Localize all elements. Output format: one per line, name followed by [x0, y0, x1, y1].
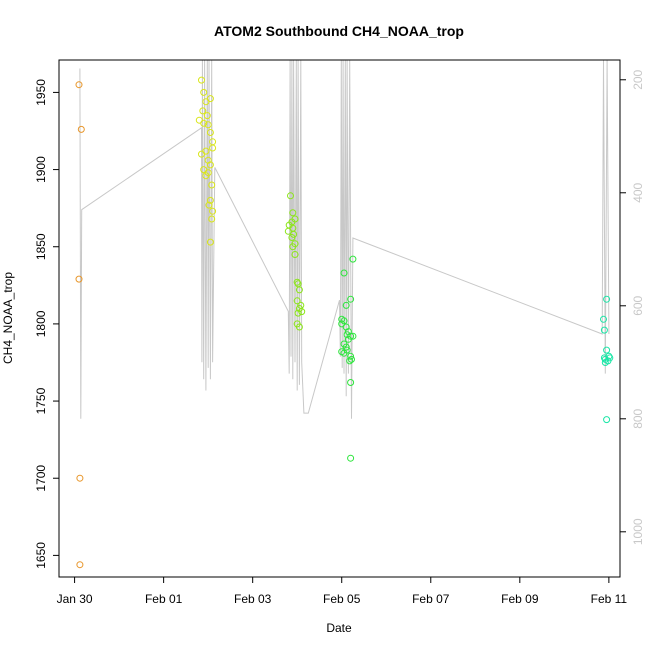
data-point — [601, 359, 609, 366]
data-point — [284, 227, 292, 235]
data-point — [295, 323, 303, 331]
x-axis-tick-label: Feb 03 — [234, 592, 272, 606]
data-point — [206, 161, 214, 169]
data-point — [198, 76, 205, 84]
data-point — [603, 346, 611, 354]
data-point — [203, 112, 211, 120]
data-point — [208, 181, 216, 189]
data-point — [288, 234, 296, 241]
y-axis-tick-label: 1650 — [34, 542, 48, 569]
data-point — [347, 295, 355, 303]
data-point — [206, 238, 214, 246]
x-axis-tick-label: Jan 30 — [57, 592, 93, 606]
plot-frame — [58, 59, 621, 578]
data-point — [603, 295, 611, 303]
x-axis-tick-label: Feb 05 — [323, 592, 361, 606]
y2-axis-tick-label: 400 — [631, 182, 645, 202]
y-axis-tick-label: 1950 — [34, 79, 48, 106]
data-point — [75, 275, 83, 283]
data-point — [200, 88, 208, 96]
data-point — [202, 172, 210, 180]
chart-title: ATOM2 Southbound CH4_NOAA_trop — [214, 23, 464, 39]
data-point — [199, 107, 207, 115]
data-point — [343, 346, 351, 354]
data-point — [603, 416, 611, 424]
y-axis-tick-label: 1700 — [34, 465, 48, 492]
y-axis-tick-label: 1750 — [34, 387, 48, 414]
y-axis-tick-label: 1900 — [34, 156, 48, 183]
data-point — [209, 207, 217, 215]
data-point — [347, 379, 355, 386]
data-point — [289, 243, 297, 251]
data-point — [348, 355, 355, 363]
x-axis-tick-label: Feb 07 — [412, 592, 450, 606]
data-point — [289, 209, 297, 217]
data-point — [340, 269, 348, 277]
data-point — [206, 95, 214, 103]
x-axis-tick-label: Feb 11 — [591, 592, 628, 606]
data-point — [298, 308, 306, 316]
y-axis-label: CH4_NOAA_trop — [1, 272, 15, 364]
data-point — [344, 335, 352, 343]
data-point — [347, 352, 355, 360]
y2-axis-tick-label: 1000 — [631, 518, 645, 545]
data-point — [342, 343, 350, 351]
y-axis-tick-label: 1800 — [34, 310, 48, 337]
y2-axis-tick-label: 200 — [631, 69, 645, 89]
x-axis-tick-label: Feb 09 — [501, 592, 539, 606]
data-point — [206, 196, 214, 204]
data-point — [291, 215, 299, 223]
data-point — [342, 301, 350, 309]
altitude-profile-line — [79, 59, 610, 419]
data-point — [291, 251, 299, 258]
data-point — [205, 201, 213, 209]
data-point — [600, 315, 607, 323]
data-point — [76, 474, 84, 482]
x-axis-label: Date — [326, 621, 352, 635]
data-points-layer — [75, 76, 614, 569]
data-point — [198, 150, 205, 158]
data-point — [600, 326, 608, 334]
data-point — [204, 121, 212, 129]
y2-axis-tick-label: 600 — [631, 295, 645, 315]
data-point — [294, 309, 302, 317]
y-axis-tick-label: 1850 — [34, 233, 48, 260]
data-point — [287, 192, 294, 200]
data-point — [295, 286, 303, 294]
data-point — [347, 454, 355, 462]
data-point — [346, 357, 354, 365]
altitude-profile-layer — [79, 59, 610, 419]
data-point — [77, 125, 85, 133]
data-point — [206, 129, 214, 136]
x-axis-tick-label: Feb 01 — [145, 592, 183, 606]
data-point — [76, 561, 84, 569]
data-point — [200, 119, 208, 127]
data-point — [293, 297, 301, 305]
y2-axis-tick-label: 800 — [631, 408, 645, 428]
data-point — [75, 81, 83, 89]
data-point — [209, 144, 217, 152]
data-point — [208, 215, 216, 223]
data-point — [349, 255, 357, 263]
axes-layer: Jan 30 Feb 01 Feb 03 Feb 05 Feb 07 Feb 09 Feb … — [34, 59, 645, 606]
